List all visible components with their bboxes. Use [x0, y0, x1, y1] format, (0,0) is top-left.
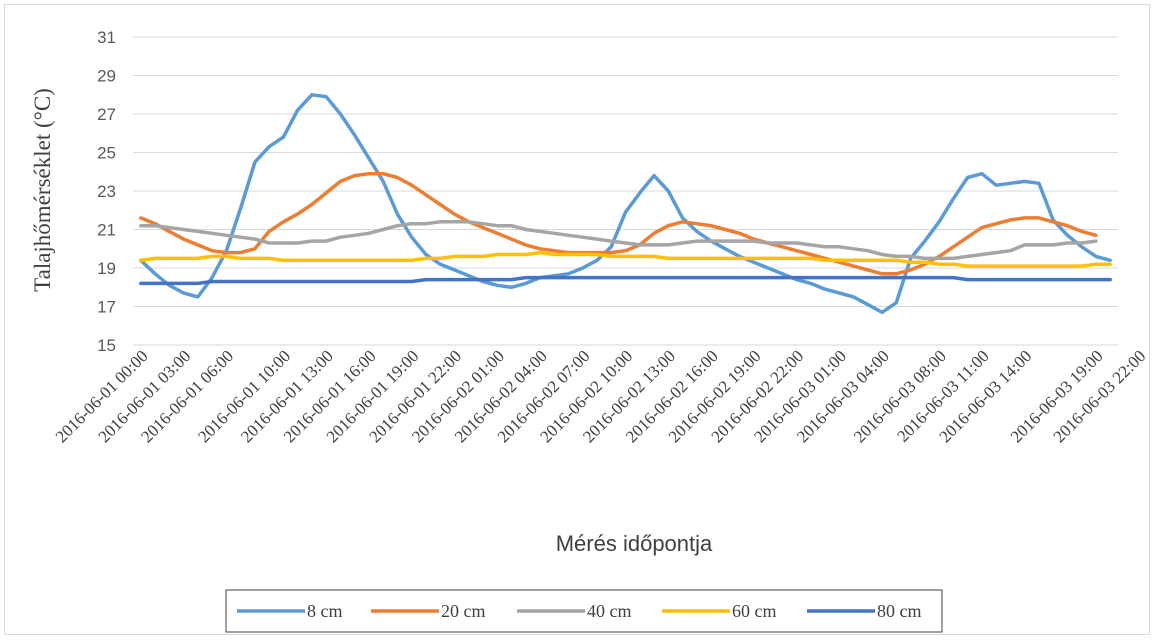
- y-tick-label: 15: [97, 336, 116, 355]
- chart-area: [4, 4, 1150, 635]
- y-tick-label: 19: [97, 259, 116, 278]
- legend-label: 20 cm: [441, 601, 486, 621]
- series-line-60-cm: [139, 250, 1112, 268]
- series-line-8-cm: [139, 93, 1112, 315]
- legend-label: 80 cm: [877, 601, 922, 621]
- series-line-40-cm: [139, 220, 1098, 261]
- series-lines: [139, 93, 1112, 315]
- y-tick-label: 27: [97, 105, 116, 124]
- y-tick-label: 31: [97, 28, 116, 47]
- y-tick-label: 17: [97, 298, 116, 317]
- y-axis-title: Talajhőmérséklet (°C): [30, 88, 55, 292]
- y-tick-label: 21: [97, 221, 116, 240]
- y-tick-label: 23: [97, 182, 116, 201]
- y-tick-label: 25: [97, 144, 116, 163]
- legend-label: 40 cm: [587, 601, 632, 621]
- gridlines: [133, 36, 1118, 346]
- x-axis-title: Mérés időpontja: [556, 531, 713, 556]
- legend-label: 60 cm: [732, 601, 777, 621]
- legend: 8 cm 20 cm 40 cm 60 cm 80 cm: [225, 589, 943, 633]
- y-tick-label: 29: [97, 67, 116, 86]
- series-line-80-cm: [139, 275, 1112, 286]
- y-tick-labels: 15 17 19 21 23 25 27 29 31: [97, 28, 116, 355]
- legend-label: 8 cm: [307, 601, 343, 621]
